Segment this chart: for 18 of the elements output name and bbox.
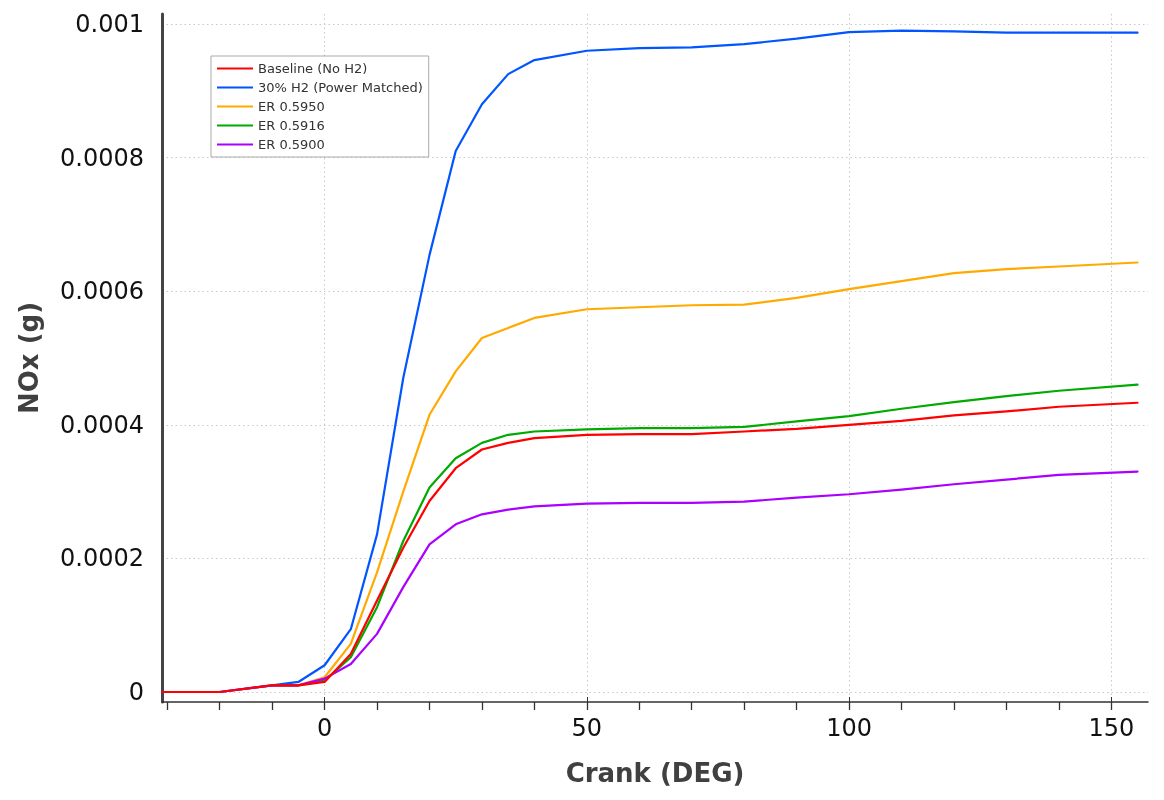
x-axis-title: Crank (DEG): [565, 758, 745, 788]
line-series: [160, 401, 1139, 694]
x-tick-label: 50: [571, 714, 603, 742]
legend-label: ER 0.5900: [258, 137, 325, 152]
y-tick-label: 0.001: [75, 10, 144, 39]
x-tick-label: 0: [316, 714, 333, 742]
legend-label: ER 0.5916: [258, 118, 325, 133]
y-tick-label: 0: [128, 677, 144, 706]
legend-label: ER 0.5950: [258, 99, 325, 114]
y-tick-label: 0.0004: [60, 410, 144, 439]
x-tick-label: 100: [826, 714, 872, 742]
y-tick-label: 0.0008: [60, 143, 144, 172]
legend-label: Baseline (No H2): [258, 61, 368, 76]
y-tick-label: 0.0002: [60, 544, 144, 573]
y-tick-label: 0.0006: [60, 277, 144, 306]
x-tick-label: 150: [1088, 714, 1135, 742]
y-axis-title: NOx (g): [14, 301, 44, 415]
legend-label: 30% H2 (Power Matched): [258, 80, 423, 95]
